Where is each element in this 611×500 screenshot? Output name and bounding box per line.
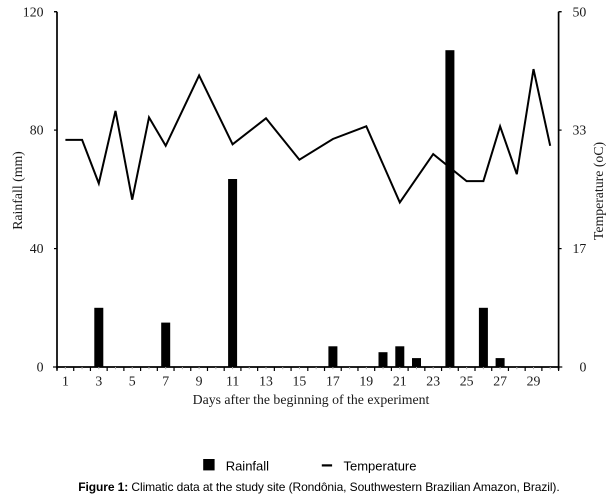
svg-text:21: 21 (393, 374, 407, 389)
svg-text:50: 50 (573, 4, 587, 19)
svg-text:5: 5 (129, 373, 136, 388)
svg-text:25: 25 (460, 374, 474, 389)
svg-text:0: 0 (37, 360, 44, 375)
svg-text:23: 23 (426, 374, 440, 389)
svg-text:Temperature (oC): Temperature (oC) (591, 142, 607, 240)
svg-text:Figure 1: Climatic data at the: Figure 1: Climatic data at the study sit… (78, 480, 559, 494)
svg-text:33: 33 (573, 123, 587, 138)
svg-text:120: 120 (23, 4, 44, 19)
svg-text:40: 40 (30, 241, 44, 256)
svg-text:29: 29 (527, 374, 541, 389)
svg-text:27: 27 (493, 374, 507, 389)
svg-text:1: 1 (62, 373, 69, 388)
svg-text:80: 80 (30, 123, 44, 138)
svg-text:Rainfall: Rainfall (226, 458, 269, 473)
svg-text:17: 17 (326, 374, 340, 389)
svg-text:11: 11 (226, 373, 239, 388)
svg-text:7: 7 (162, 373, 169, 388)
svg-text:Days after the beginning of th: Days after the beginning of the experime… (193, 392, 430, 407)
svg-text:0: 0 (579, 360, 586, 375)
svg-text:17: 17 (573, 241, 587, 256)
svg-text:19: 19 (359, 374, 373, 389)
svg-text:15: 15 (293, 373, 307, 388)
svg-text:3: 3 (95, 373, 102, 388)
svg-text:Temperature: Temperature (343, 458, 416, 473)
svg-text:9: 9 (196, 373, 203, 388)
svg-text:13: 13 (259, 373, 273, 388)
svg-text:Rainfall (mm): Rainfall (mm) (10, 151, 26, 230)
